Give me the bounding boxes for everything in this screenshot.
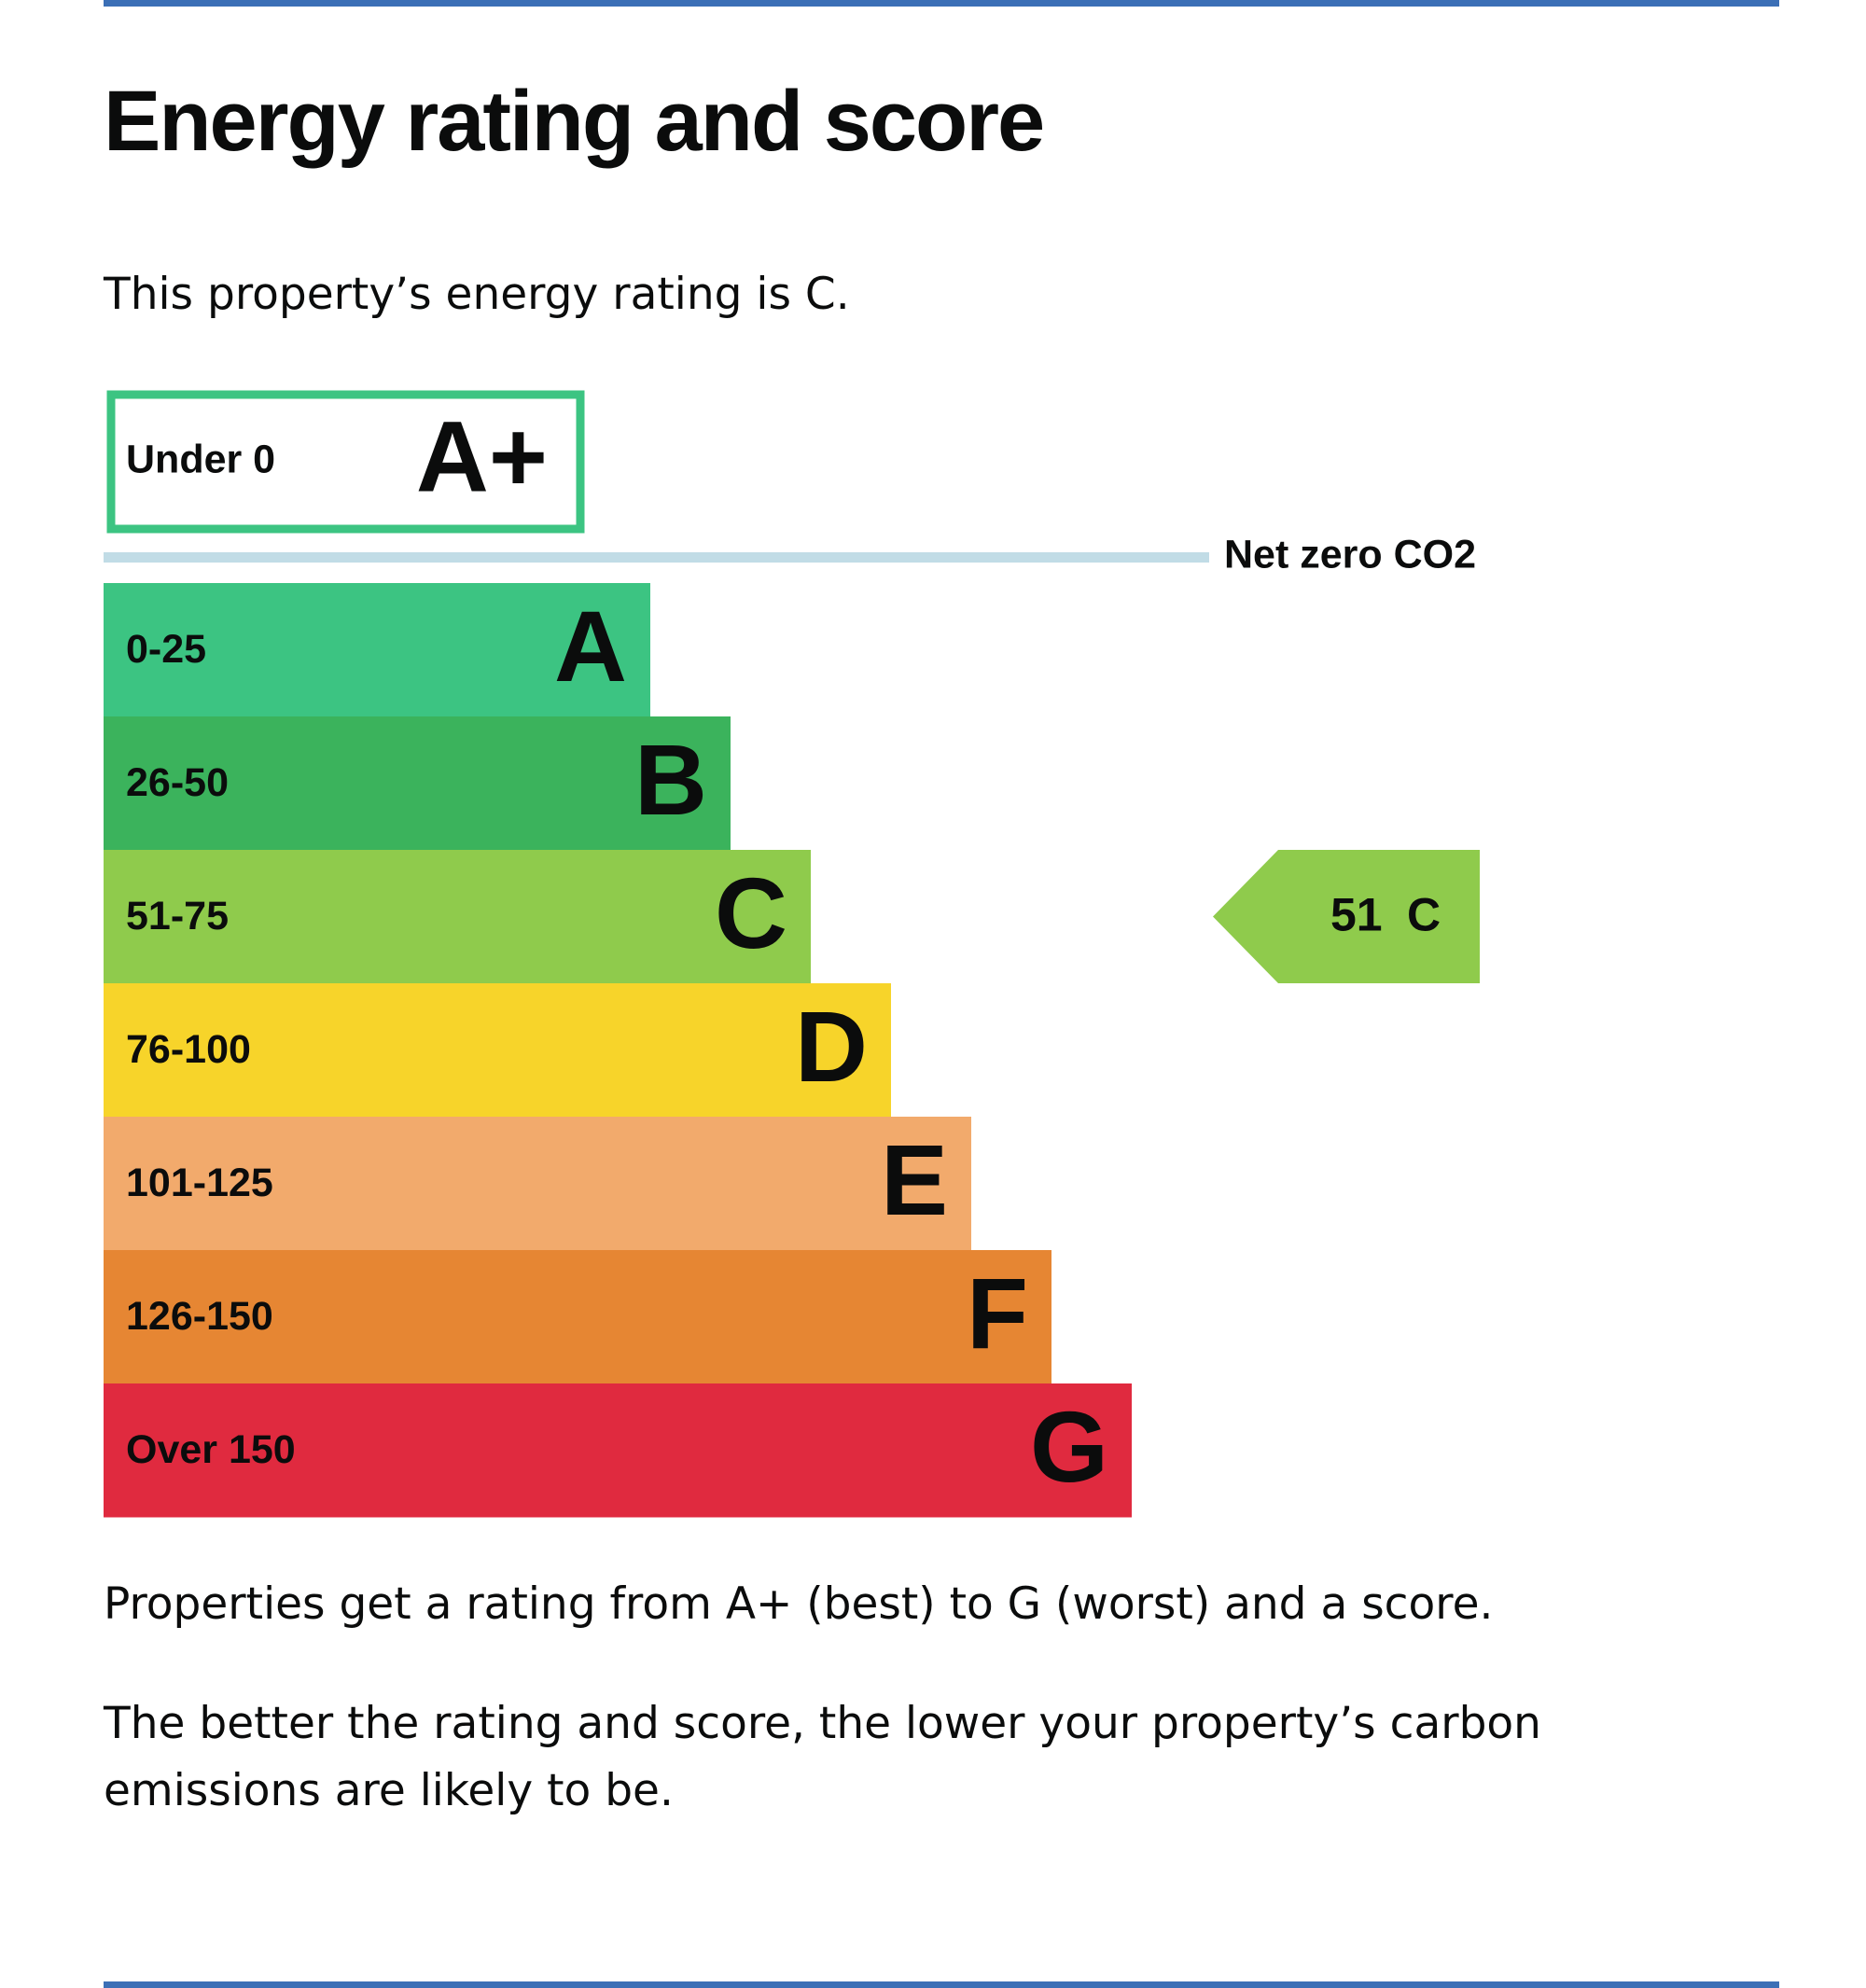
band-a-range: 0-25 <box>126 627 206 672</box>
band-a-plus-range: Under 0 <box>126 437 275 481</box>
rating-sentence: This property’s energy rating is C. <box>104 269 850 320</box>
energy-rating-chart: Under 0 A+ Net zero CO2 0-25 A 26-50 B 51-75 C 76… <box>104 390 1480 1518</box>
net-zero-label: Net zero CO2 <box>1224 532 1476 577</box>
band-b-letter: B <box>634 723 707 836</box>
band-c-letter: C <box>715 856 787 969</box>
band-a-letter: A <box>554 590 627 702</box>
top-divider <box>104 0 1779 7</box>
band-c-range: 51-75 <box>126 894 229 938</box>
bottom-divider <box>104 1981 1779 1988</box>
band-a-plus-letter: A+ <box>416 400 548 513</box>
band-d-letter: D <box>795 990 868 1103</box>
current-rating-letter: C <box>1407 889 1441 941</box>
band-e-bar <box>104 1117 971 1251</box>
band-a-bar <box>104 583 650 717</box>
page-title: Energy rating and score <box>104 74 1045 169</box>
band-b-bar <box>104 716 731 851</box>
band-d-range: 76-100 <box>126 1027 251 1072</box>
net-zero-line <box>104 552 1209 563</box>
current-rating-arrow <box>1213 850 1480 983</box>
current-rating-score: 51 <box>1330 889 1383 941</box>
band-e-letter: E <box>881 1123 948 1236</box>
band-f-bar <box>104 1250 1051 1384</box>
band-b-range: 26-50 <box>126 760 229 805</box>
band-g-range: Over 150 <box>126 1427 296 1472</box>
band-c-bar <box>104 850 811 984</box>
band-e-range: 101-125 <box>126 1161 273 1205</box>
band-d-bar <box>104 983 891 1118</box>
emissions-sentence: The better the rating and score, the low… <box>104 1698 1541 1816</box>
scale-sentence: Properties get a rating from A+ (best) t… <box>104 1578 1494 1630</box>
band-f-range: 126-150 <box>126 1294 273 1339</box>
band-g-letter: G <box>1030 1390 1108 1503</box>
band-f-letter: F <box>967 1257 1028 1369</box>
band-g-bar <box>104 1383 1132 1518</box>
band-a-plus-box <box>106 390 585 534</box>
